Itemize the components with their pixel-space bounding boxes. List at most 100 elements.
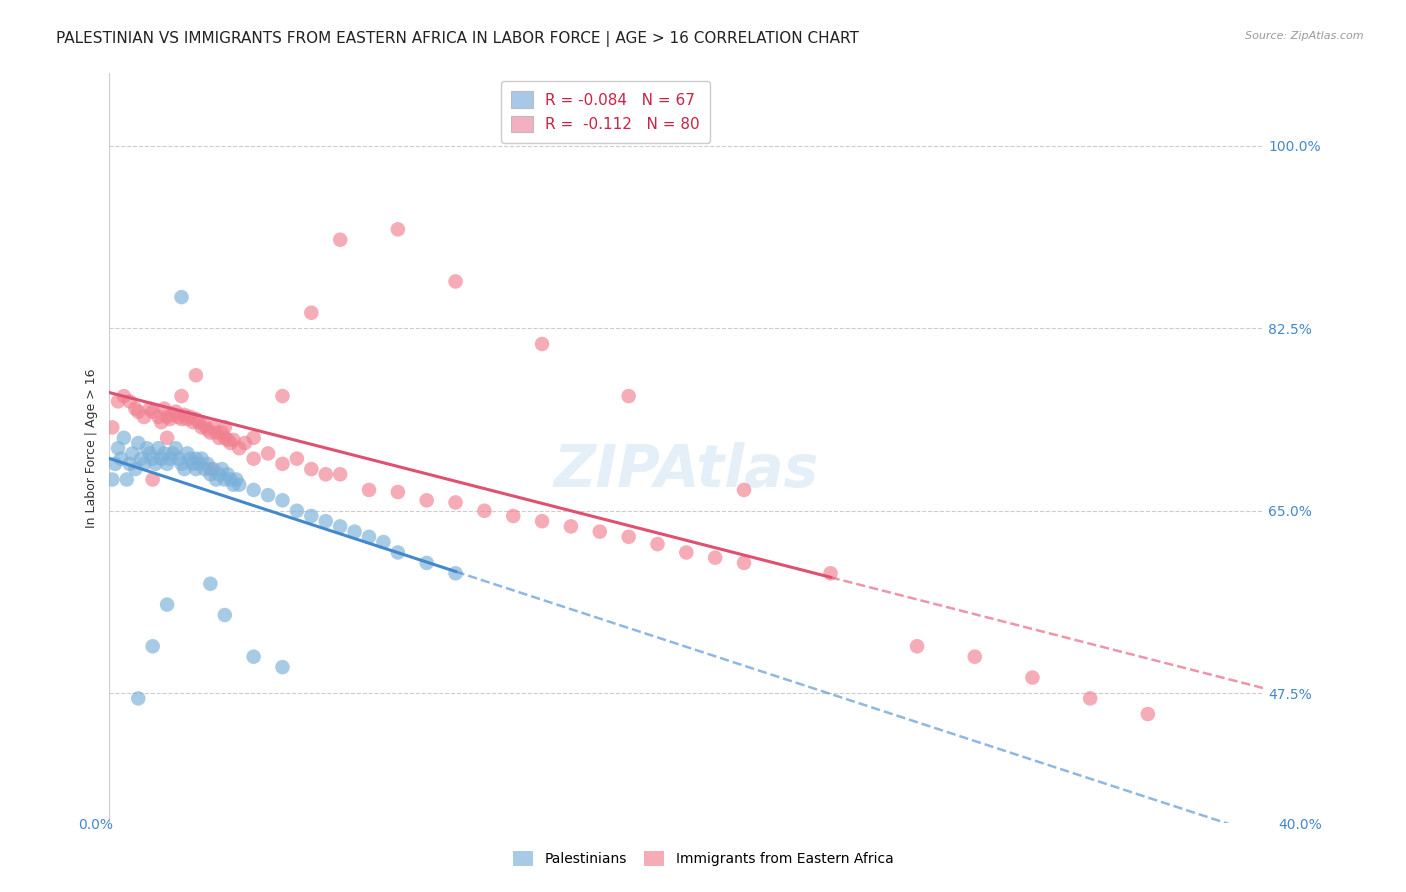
Point — [162, 408, 184, 422]
Point — [181, 415, 204, 429]
Point — [179, 451, 201, 466]
Point — [315, 514, 337, 528]
Text: Source: ZipAtlas.com: Source: ZipAtlas.com — [1246, 31, 1364, 41]
Point — [194, 462, 217, 476]
Point — [200, 462, 222, 476]
Point — [202, 462, 225, 476]
Point — [150, 451, 173, 466]
Point — [142, 405, 165, 419]
Point — [170, 457, 193, 471]
Point — [415, 556, 437, 570]
Point — [217, 433, 239, 447]
Text: 0.0%: 0.0% — [79, 818, 112, 832]
Point — [135, 442, 157, 456]
Point — [127, 691, 149, 706]
Point — [357, 530, 380, 544]
Point — [211, 462, 233, 476]
Point — [1021, 671, 1043, 685]
Point — [167, 409, 190, 424]
Point — [233, 436, 256, 450]
Legend: Palestinians, Immigrants from Eastern Africa: Palestinians, Immigrants from Eastern Af… — [508, 846, 898, 871]
Point — [257, 446, 280, 460]
Point — [190, 420, 212, 434]
Point — [112, 389, 135, 403]
Point — [647, 537, 669, 551]
Point — [194, 418, 217, 433]
Point — [733, 556, 755, 570]
Point — [299, 462, 322, 476]
Point — [315, 467, 337, 482]
Point — [387, 545, 409, 559]
Point — [153, 401, 176, 416]
Point — [208, 431, 231, 445]
Point — [200, 467, 222, 482]
Point — [107, 442, 129, 456]
Point — [156, 409, 179, 424]
Point — [214, 431, 236, 445]
Point — [285, 504, 308, 518]
Point — [205, 425, 228, 440]
Point — [242, 649, 264, 664]
Point — [343, 524, 366, 539]
Point — [211, 425, 233, 440]
Point — [329, 519, 352, 533]
Point — [474, 504, 496, 518]
Point — [1078, 691, 1101, 706]
Point — [132, 409, 155, 424]
Point — [190, 451, 212, 466]
Point — [148, 442, 170, 456]
Point — [617, 530, 640, 544]
Point — [124, 401, 146, 416]
Point — [173, 462, 195, 476]
Point — [1136, 706, 1159, 721]
Text: ZIPAtlas: ZIPAtlas — [554, 442, 820, 500]
Point — [127, 436, 149, 450]
Point — [121, 446, 143, 460]
Point — [271, 660, 294, 674]
Text: PALESTINIAN VS IMMIGRANTS FROM EASTERN AFRICA IN LABOR FORCE | AGE > 16 CORRELAT: PALESTINIAN VS IMMIGRANTS FROM EASTERN A… — [56, 31, 859, 47]
Point — [214, 607, 236, 622]
Point — [225, 473, 247, 487]
Point — [444, 275, 467, 289]
Point — [733, 483, 755, 497]
Point — [219, 473, 242, 487]
Point — [222, 433, 245, 447]
Point — [200, 425, 222, 440]
Point — [675, 545, 697, 559]
Point — [271, 493, 294, 508]
Point — [373, 535, 395, 549]
Point — [617, 389, 640, 403]
Point — [228, 442, 250, 456]
Point — [170, 412, 193, 426]
Point — [963, 649, 986, 664]
Point — [124, 462, 146, 476]
Point — [127, 405, 149, 419]
Point — [142, 640, 165, 654]
Point — [153, 446, 176, 460]
Point — [156, 457, 179, 471]
Point — [222, 477, 245, 491]
Point — [165, 405, 187, 419]
Point — [187, 415, 209, 429]
Y-axis label: In Labor Force | Age > 16: In Labor Force | Age > 16 — [86, 368, 98, 528]
Point — [150, 415, 173, 429]
Point — [184, 368, 207, 383]
Point — [181, 457, 204, 471]
Point — [329, 233, 352, 247]
Point — [214, 473, 236, 487]
Point — [415, 493, 437, 508]
Point — [129, 451, 152, 466]
Point — [142, 473, 165, 487]
Point — [139, 401, 162, 416]
Point — [299, 306, 322, 320]
Point — [271, 457, 294, 471]
Point — [118, 457, 141, 471]
Point — [104, 457, 127, 471]
Point — [107, 394, 129, 409]
Legend: R = -0.084   N = 67, R =  -0.112   N = 80: R = -0.084 N = 67, R = -0.112 N = 80 — [501, 80, 710, 143]
Point — [165, 442, 187, 456]
Point — [159, 451, 181, 466]
Point — [162, 446, 184, 460]
Point — [145, 457, 167, 471]
Point — [205, 473, 228, 487]
